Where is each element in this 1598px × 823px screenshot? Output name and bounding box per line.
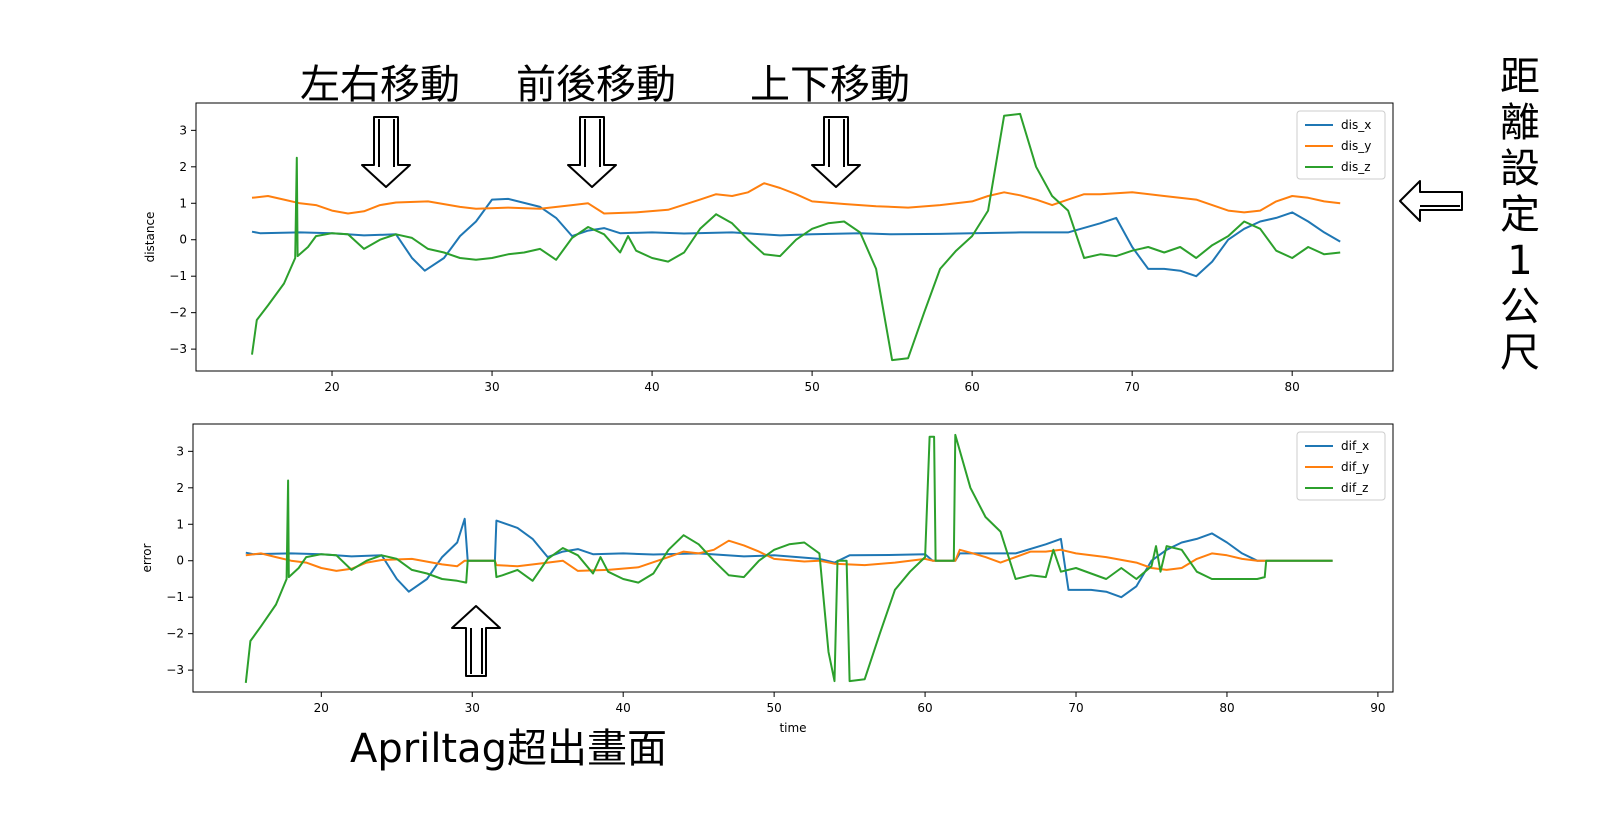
series-line-dif_x	[245, 517, 1333, 599]
x-tick-label: 40	[644, 380, 659, 394]
legend-label-dif_y: dif_y	[1341, 460, 1369, 474]
x-tick-label: 60	[917, 701, 932, 715]
legend-box	[1296, 110, 1386, 180]
x-tick-label: 40	[616, 701, 631, 715]
x-tick-label: 20	[324, 380, 339, 394]
axes-frame	[192, 423, 1394, 693]
x-tick-label: 70	[1068, 701, 1083, 715]
y-tick-label: 1	[179, 196, 187, 210]
arrow-shape	[361, 116, 411, 188]
arrow-hatch	[584, 119, 601, 167]
y-tick-label: −3	[169, 342, 187, 356]
x-tick-label: 50	[766, 701, 781, 715]
legend-label-dis_z: dis_z	[1341, 160, 1371, 174]
x-tick-label: 30	[484, 380, 499, 394]
y-tick-label: −1	[169, 269, 187, 283]
legend-label-dif_z: dif_z	[1341, 481, 1368, 495]
down-arrow-icon	[361, 116, 411, 188]
legend-label-dis_y: dis_y	[1341, 139, 1371, 153]
y-tick-label: 3	[176, 444, 184, 458]
down-arrow-icon	[567, 116, 617, 188]
chart-distance: 20 30 40 50 60 70 80 −3 −2 −1 0 1 2 3 distance dis_xdis…	[143, 102, 1394, 394]
arrow-shape	[1399, 180, 1463, 222]
x-tick-label: 70	[1125, 380, 1140, 394]
axes-frame	[195, 102, 1394, 372]
y-tick-label: −3	[166, 663, 184, 677]
chart-error: 20 30 40 50 60 70 80 90 −3 −2 −1 0 1 2 3 error time dif_x…	[140, 423, 1394, 735]
phase-label-left-right: 左右移動	[300, 62, 460, 108]
x-tick-label: 80	[1285, 380, 1300, 394]
series-line-dif_z	[244, 433, 1333, 684]
series-line-dis_y	[251, 182, 1341, 215]
y-axis-label: distance	[143, 212, 157, 263]
y-axis-label: error	[140, 543, 154, 572]
x-tick-label: 90	[1370, 701, 1385, 715]
y-tick-label: 2	[179, 160, 187, 174]
up-arrow-icon	[451, 605, 501, 677]
arrow-shape	[567, 116, 617, 188]
arrow-hatch	[470, 628, 483, 674]
arrow-shape	[811, 116, 861, 188]
y-tick-label: 0	[176, 554, 184, 568]
arrow-hatch	[828, 119, 845, 167]
series-line-dis_x	[251, 197, 1341, 278]
down-arrow-icon	[811, 116, 861, 188]
legend-label-dis_x: dis_x	[1341, 118, 1371, 132]
y-tick-label: 2	[176, 481, 184, 495]
x-axis-label: time	[779, 721, 806, 735]
x-tick-label: 20	[314, 701, 329, 715]
legend-label-dif_x: dif_x	[1341, 439, 1369, 453]
distance-setting-note: 距離設定1公尺	[1500, 54, 1540, 376]
y-tick-label: −1	[166, 590, 184, 604]
arrow-hatch	[378, 119, 395, 167]
y-tick-label: 3	[179, 123, 187, 137]
left-arrow-icon	[1399, 180, 1463, 222]
series-line-dis_z	[251, 112, 1341, 362]
arrow-shape	[451, 605, 501, 677]
phase-label-up-down: 上下移動	[750, 62, 910, 108]
y-tick-label: −2	[169, 306, 187, 320]
legend-box	[1296, 431, 1386, 501]
x-tick-label: 80	[1219, 701, 1234, 715]
x-tick-label: 50	[804, 380, 819, 394]
x-tick-label: 60	[964, 380, 979, 394]
y-tick-label: 1	[176, 517, 184, 531]
y-tick-label: −2	[166, 627, 184, 641]
phase-label-front-back: 前後移動	[516, 62, 676, 108]
y-tick-label: 0	[179, 233, 187, 247]
apriltag-out-of-frame-note: Apriltag超出畫面	[350, 726, 668, 772]
x-tick-label: 30	[465, 701, 480, 715]
